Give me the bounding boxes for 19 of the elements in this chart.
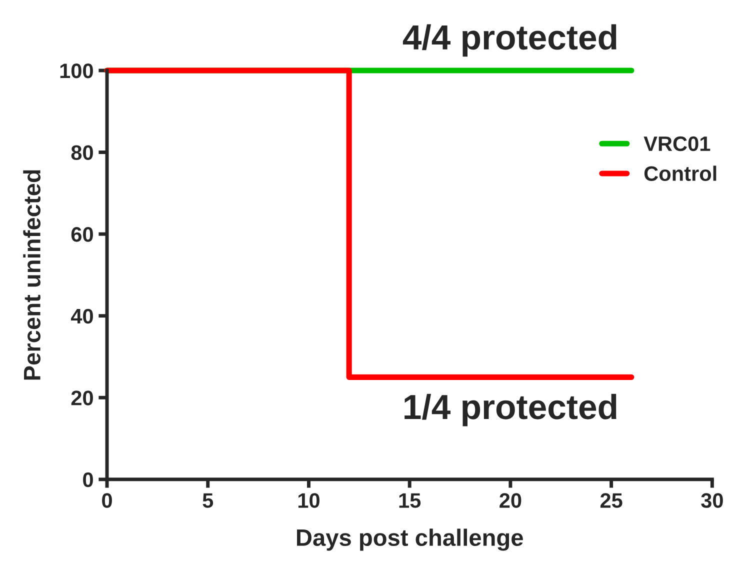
x-axis-title: Days post challenge [297,528,523,551]
y-tick-label: 60 [71,227,93,242]
x-tick-label: 20 [500,493,522,508]
x-tick-label: 10 [298,493,320,508]
x-tick-label: 0 [102,493,112,508]
legend-label: VRC01 [644,136,710,152]
x-tick-label: 5 [202,493,214,508]
x-tick-label: 25 [600,493,622,508]
annotation: 1/4 protected [404,394,616,426]
x-tick-label: 30 [701,493,723,508]
y-tick-label: 100 [60,64,93,78]
y-tick-label: 40 [70,308,93,324]
y-tick-label: 0 [83,472,93,488]
y-tick-label: 20 [71,390,93,406]
annotation: 4/4 protected [402,24,616,57]
y-tick-label: 80 [71,145,93,160]
y-axis-title: Percent uninfected [23,170,41,380]
legend-label: Control [644,166,716,181]
x-tick-label: 15 [399,493,421,508]
